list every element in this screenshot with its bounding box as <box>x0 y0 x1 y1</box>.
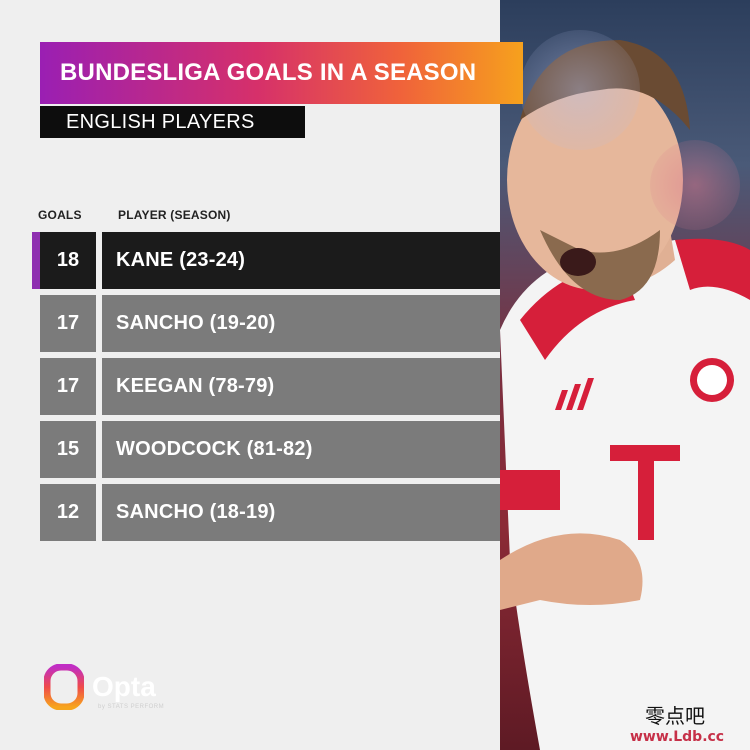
highlight-accent <box>32 232 40 289</box>
player-cell: WOODCOCK (81-82) <box>102 421 500 478</box>
table-row: 12 SANCHO (18-19) <box>40 484 500 541</box>
goals-cell: 15 <box>40 421 96 478</box>
watermark-text: 零点吧 <box>645 704 705 728</box>
table-row: 17 KEEGAN (78-79) <box>40 358 500 415</box>
column-header-player: PLAYER (SEASON) <box>118 208 231 222</box>
subtitle: ENGLISH PLAYERS <box>66 110 255 133</box>
table-row: 18 KANE (23-24) <box>32 232 500 289</box>
player-illustration <box>500 40 750 750</box>
player-photo <box>500 0 750 750</box>
goals-cell: 17 <box>40 295 96 352</box>
opta-wordmark: Opta <box>92 671 156 702</box>
opta-mark-icon <box>43 663 85 711</box>
goals-cell: 12 <box>40 484 96 541</box>
opta-logo: Opta <box>43 663 156 711</box>
opta-byline: by STATS PERFORM <box>98 704 165 710</box>
watermark-url: www.Ldb.cc <box>630 729 725 745</box>
goals-cell: 18 <box>40 232 96 289</box>
goals-cell: 17 <box>40 358 96 415</box>
player-cell: SANCHO (18-19) <box>102 484 500 541</box>
table-row: 15 WOODCOCK (81-82) <box>40 421 500 478</box>
player-cell: SANCHO (19-20) <box>102 295 500 352</box>
player-cell: KANE (23-24) <box>102 232 500 289</box>
player-cell: KEEGAN (78-79) <box>102 358 500 415</box>
subtitle-banner: ENGLISH PLAYERS <box>40 106 305 138</box>
title-banner: BUNDESLIGA GOALS IN A SEASON <box>40 42 523 104</box>
photo-bokeh <box>650 140 740 230</box>
column-header-goals: GOALS <box>38 208 82 222</box>
title: BUNDESLIGA GOALS IN A SEASON <box>60 59 477 86</box>
photo-bokeh <box>520 30 640 150</box>
table-row: 17 SANCHO (19-20) <box>40 295 500 352</box>
